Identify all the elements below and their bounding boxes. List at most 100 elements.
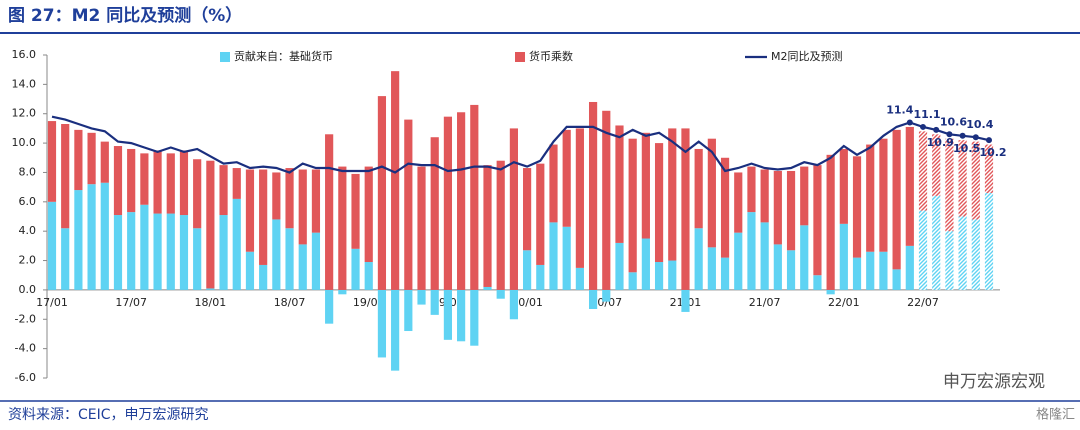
bar [562,129,571,227]
data-label: 11.1 [913,108,940,121]
point [933,126,940,133]
bar [219,215,228,290]
bar [813,165,822,276]
y-tick-label: 14.0 [12,77,37,90]
bar [905,126,914,246]
x-tick-label: 18/01 [195,296,227,309]
bar [523,250,532,290]
bar [852,257,862,290]
bar [404,119,413,290]
bar [602,110,611,290]
y-tick-label: 6.0 [19,195,37,208]
bar [259,169,268,265]
bar [166,153,175,214]
bar [325,289,334,324]
bar [153,150,162,214]
bar [127,212,136,290]
y-tick-label: 8.0 [19,165,37,178]
point [906,119,913,126]
bar [826,289,835,295]
bar [945,138,954,232]
bar [232,198,241,290]
bar [430,137,439,290]
line [51,115,990,174]
bar [364,262,373,290]
bar [918,131,928,211]
data-label: 10.4 [966,118,993,131]
bar [496,289,505,299]
bar [536,163,545,265]
bar [588,101,598,290]
x-tick-label: 19/01 [353,296,385,309]
legend-label: 货币乘数 [529,49,573,63]
y-tick-label: 2.0 [19,254,37,267]
data-label: 10.9 [927,136,954,149]
bar [179,215,189,290]
bar [668,128,677,261]
bar [734,232,743,290]
bar [470,104,479,290]
x-tick-label: 22/01 [828,296,860,309]
bar [641,132,650,239]
bar [351,248,360,290]
bar [74,190,83,290]
bar [404,289,413,332]
bar [681,128,690,290]
bar [443,116,453,290]
bar [325,134,334,290]
bar [430,289,439,315]
bar [483,286,492,290]
bar [140,204,149,290]
bar [47,121,57,202]
bar [140,153,149,205]
bar [747,212,756,290]
y-tick-label: -4.0 [15,342,36,355]
bar [509,128,518,290]
bar [417,166,426,290]
bar [377,96,387,290]
bar [61,228,70,290]
bar [720,157,730,258]
legend-swatch [515,52,525,62]
bar [786,250,796,290]
bar [457,289,466,342]
bar [760,222,769,290]
x-tick-label: 18/07 [274,296,306,309]
bar [971,219,980,290]
bar [127,148,136,213]
bar [839,223,848,290]
x-tick-label: 17/01 [36,296,68,309]
bar [866,251,875,290]
bar [443,289,453,340]
bar [562,226,571,290]
bar [311,232,321,290]
x-tick-label: 20/01 [511,296,543,309]
bar [575,267,584,290]
bar [153,213,162,290]
bar [496,160,505,290]
bar [351,173,360,249]
chart-title: 图 27：M2 同比及预测（%） [8,5,242,26]
point [986,137,992,144]
point [972,134,979,141]
bar [892,269,901,290]
bar [113,146,123,216]
bar [338,289,347,295]
bar [206,160,215,289]
bar [760,169,769,223]
bar [668,260,677,290]
bar [536,264,545,290]
point [920,123,927,130]
bar [457,112,466,290]
bar [628,272,637,290]
bar [575,128,584,268]
bar [654,262,664,290]
bar [245,251,255,290]
x-tick-label: 22/07 [907,296,939,309]
bar [852,156,862,258]
bar [839,148,848,224]
bar [272,219,281,290]
bar [377,289,387,358]
bar [232,168,241,199]
